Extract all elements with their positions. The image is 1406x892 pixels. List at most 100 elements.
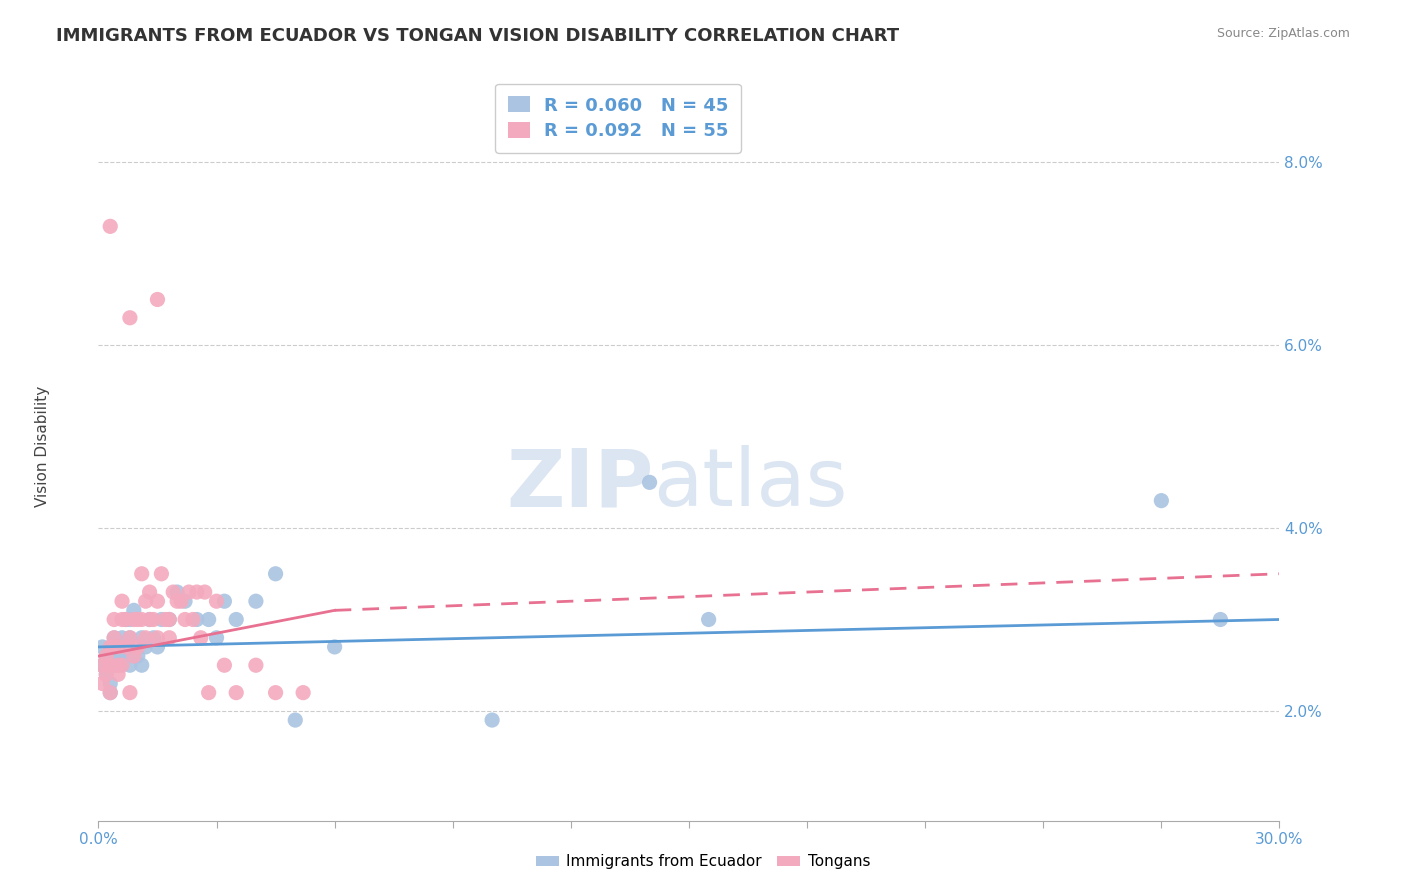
Point — [323, 640, 346, 654]
Point — [118, 613, 141, 627]
Point — [111, 631, 134, 645]
Point — [103, 631, 125, 645]
Point — [138, 613, 160, 627]
Point — [157, 631, 180, 645]
Point — [177, 585, 200, 599]
Point — [122, 603, 145, 617]
Point — [146, 640, 169, 654]
Text: Source: ZipAtlas.com: Source: ZipAtlas.com — [1216, 27, 1350, 40]
Point — [146, 293, 169, 307]
Point — [115, 613, 138, 627]
Point — [138, 585, 160, 599]
Point — [197, 613, 219, 627]
Point — [284, 713, 307, 727]
Point — [1150, 493, 1173, 508]
Point — [127, 649, 149, 664]
Point — [115, 649, 138, 664]
Point — [155, 613, 177, 627]
Point — [225, 613, 247, 627]
Point — [197, 686, 219, 700]
Point — [135, 640, 157, 654]
Point — [96, 649, 118, 664]
Point — [205, 631, 228, 645]
Point — [91, 658, 114, 673]
Point — [111, 658, 134, 673]
Point — [146, 631, 169, 645]
Point — [96, 649, 118, 664]
Point — [98, 640, 121, 654]
Point — [150, 613, 173, 627]
Point — [146, 594, 169, 608]
Point — [181, 613, 204, 627]
Point — [118, 310, 141, 325]
Point — [135, 631, 157, 645]
Point — [131, 658, 153, 673]
Point — [107, 667, 129, 681]
Legend: Immigrants from Ecuador, Tongans: Immigrants from Ecuador, Tongans — [530, 848, 876, 875]
Point — [214, 658, 236, 673]
Point — [131, 631, 153, 645]
Point — [91, 640, 114, 654]
Point — [264, 686, 287, 700]
Point — [98, 658, 121, 673]
Point — [170, 594, 193, 608]
Point — [107, 649, 129, 664]
Point — [638, 475, 661, 490]
Point — [96, 667, 118, 681]
Text: atlas: atlas — [654, 445, 848, 524]
Point — [157, 613, 180, 627]
Point — [157, 613, 180, 627]
Point — [166, 585, 188, 599]
Point — [264, 566, 287, 581]
Point — [107, 640, 129, 654]
Point — [107, 658, 129, 673]
Point — [127, 640, 149, 654]
Point — [245, 658, 267, 673]
Point — [98, 686, 121, 700]
Point — [174, 594, 197, 608]
Point — [194, 585, 217, 599]
Point — [103, 658, 125, 673]
Point — [162, 585, 184, 599]
Point — [115, 613, 138, 627]
Point — [135, 594, 157, 608]
Point — [150, 566, 173, 581]
Point — [98, 649, 121, 664]
Point — [122, 649, 145, 664]
Point — [118, 631, 141, 645]
Point — [127, 613, 149, 627]
Text: Vision Disability: Vision Disability — [35, 385, 49, 507]
Point — [111, 649, 134, 664]
Point — [131, 566, 153, 581]
Point — [190, 631, 212, 645]
Point — [481, 713, 503, 727]
Point — [118, 686, 141, 700]
Text: ZIP: ZIP — [506, 445, 654, 524]
Point — [142, 631, 165, 645]
Point — [98, 676, 121, 690]
Point — [122, 613, 145, 627]
Point — [174, 613, 197, 627]
Point — [96, 667, 118, 681]
Point — [111, 594, 134, 608]
Point — [225, 686, 247, 700]
Point — [118, 631, 141, 645]
Point — [103, 613, 125, 627]
Point — [131, 613, 153, 627]
Point — [697, 613, 720, 627]
Point — [98, 686, 121, 700]
Point — [91, 658, 114, 673]
Point — [111, 613, 134, 627]
Point — [115, 640, 138, 654]
Legend: R = 0.060   N = 45, R = 0.092   N = 55: R = 0.060 N = 45, R = 0.092 N = 55 — [495, 84, 741, 153]
Point — [107, 640, 129, 654]
Point — [98, 219, 121, 234]
Point — [107, 658, 129, 673]
Text: IMMIGRANTS FROM ECUADOR VS TONGAN VISION DISABILITY CORRELATION CHART: IMMIGRANTS FROM ECUADOR VS TONGAN VISION… — [56, 27, 900, 45]
Point — [118, 658, 141, 673]
Point — [166, 594, 188, 608]
Point — [214, 594, 236, 608]
Point — [205, 594, 228, 608]
Point — [245, 594, 267, 608]
Point — [186, 613, 208, 627]
